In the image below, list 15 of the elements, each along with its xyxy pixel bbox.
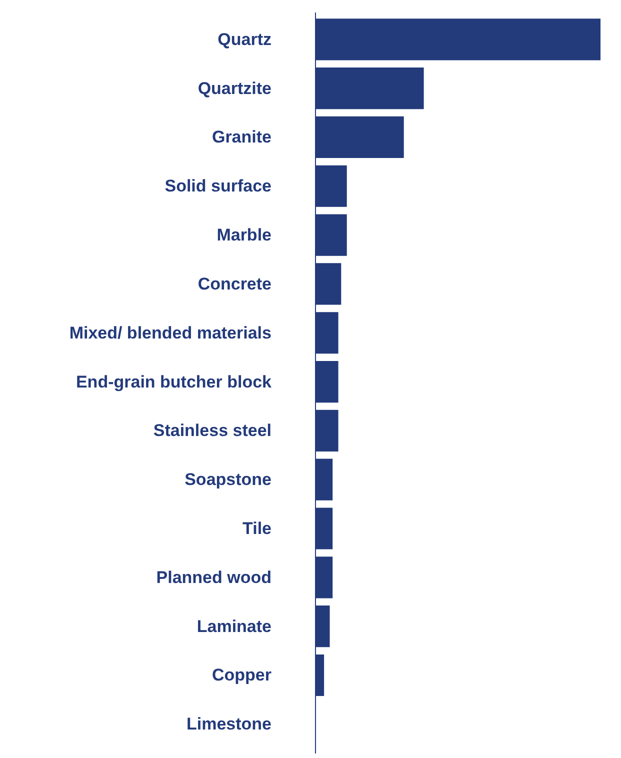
y-tick-label: Solid surface bbox=[164, 176, 272, 196]
y-tick-label: Planned wood bbox=[156, 568, 272, 587]
y-tick-label: Copper bbox=[212, 666, 272, 685]
y-tick-label: Soapstone bbox=[184, 470, 272, 490]
y-tick-label: Tile bbox=[242, 519, 272, 538]
y-tick-label: Marble bbox=[216, 226, 272, 245]
y-tick-label: Quartzite bbox=[198, 78, 272, 98]
y-tick-label: Stainless steel bbox=[153, 421, 272, 440]
y-tick-label: Limestone bbox=[186, 714, 272, 734]
y-tick-label: Granite bbox=[212, 128, 272, 147]
y-tick-label: Mixed/ blended materials bbox=[69, 323, 272, 342]
y-tick-label: Laminate bbox=[196, 616, 272, 636]
y-tick-label: Concrete bbox=[198, 274, 272, 294]
y-tick-label: End-grain butcher block bbox=[76, 372, 272, 392]
y-tick-label: Quartz bbox=[218, 30, 272, 49]
